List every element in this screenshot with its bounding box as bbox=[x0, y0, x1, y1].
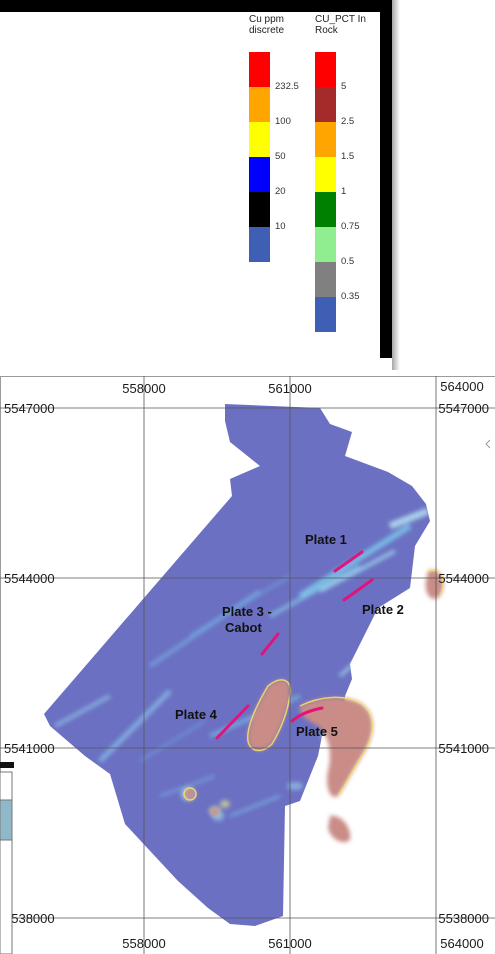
x-tick-bottom-2: 561000 bbox=[268, 936, 311, 951]
plate-3-label: Plate 3 - bbox=[222, 604, 272, 619]
cu-pct-swatch bbox=[315, 227, 336, 262]
plate-2-label: Plate 2 bbox=[362, 602, 404, 617]
cu-pct-label: 0.75 bbox=[341, 221, 360, 232]
cu-pct-swatch bbox=[315, 192, 336, 227]
y-tick-right-4: 5538000 bbox=[438, 911, 489, 926]
y-tick-right-2: 5544000 bbox=[438, 571, 489, 586]
cu-ppm-swatch bbox=[249, 52, 270, 87]
cu-ppm-swatch bbox=[249, 192, 270, 227]
x-tick-top-1: 558000 bbox=[122, 381, 165, 396]
plate-1-label: Plate 1 bbox=[305, 532, 347, 547]
x-tick-bottom-1: 558000 bbox=[122, 936, 165, 951]
survey-area bbox=[44, 404, 430, 926]
coordinate-grid bbox=[0, 376, 495, 954]
plate-3-line bbox=[260, 632, 280, 656]
cu-ppm-label: 20 bbox=[275, 186, 286, 197]
cu-pct-swatch bbox=[315, 87, 336, 122]
cu-pct-swatch bbox=[315, 297, 336, 332]
cu-pct-label: 5 bbox=[341, 81, 347, 92]
cu-pct-swatch bbox=[315, 157, 336, 192]
background-window-fragment bbox=[0, 762, 14, 954]
cu-ppm-label: 100 bbox=[275, 116, 291, 127]
y-tick-left-1: 5547000 bbox=[4, 401, 55, 416]
cu-ppm-label: 10 bbox=[275, 221, 286, 232]
cu-ppm-swatch bbox=[249, 157, 270, 192]
high-anomaly-zones bbox=[185, 570, 444, 843]
x-tick-top-2: 561000 bbox=[268, 381, 311, 396]
y-tick-left-4: 5538000 bbox=[4, 911, 55, 926]
cu-ppm-label: 232.5 bbox=[275, 81, 299, 92]
anomaly-rims bbox=[183, 569, 444, 801]
cu-pct-label: 2.5 bbox=[341, 116, 355, 127]
cu-pct-swatch bbox=[315, 122, 336, 157]
cu-ppm-swatch bbox=[249, 227, 270, 262]
plate-5-label: Plate 5 bbox=[296, 724, 338, 739]
x-tick-top-3: 564000 bbox=[440, 379, 483, 394]
plate-1-line bbox=[333, 550, 364, 573]
cu-ppm-legend-title: Cu ppm discrete bbox=[249, 14, 285, 36]
y-tick-right-3: 5541000 bbox=[438, 741, 489, 756]
cu-pct-label: 0.35 bbox=[341, 291, 360, 302]
cu-ppm-swatch bbox=[249, 87, 270, 122]
legend-panel: Cu ppm discrete CU_PCT In Rock 232.5 100 5… bbox=[0, 0, 400, 370]
cu-pct-label: 0.5 bbox=[341, 256, 355, 267]
survey-map: Plate 1 Plate 2 Plate 3 - Cabot Plate 4 … bbox=[0, 376, 495, 954]
cu-pct-label: 1.5 bbox=[341, 151, 355, 162]
cu-pct-swatch bbox=[315, 52, 336, 87]
cu-pct-legend-title: CU_PCT In Rock bbox=[315, 14, 366, 36]
cu-ppm-swatch bbox=[249, 122, 270, 157]
x-tick-bottom-3: 564000 bbox=[440, 936, 483, 951]
plate-3-sublabel: Cabot bbox=[225, 620, 263, 635]
plate-4-line bbox=[215, 704, 250, 740]
plate-2-line bbox=[342, 578, 374, 602]
plate-conductors bbox=[215, 550, 374, 740]
chevron-left-icon bbox=[485, 439, 491, 449]
y-tick-right-1: 5547000 bbox=[438, 401, 489, 416]
plate-5-line bbox=[290, 706, 324, 723]
plate-4-label: Plate 4 bbox=[175, 707, 218, 722]
cu-pct-swatch bbox=[315, 262, 336, 297]
y-tick-left-2: 5544000 bbox=[4, 571, 55, 586]
y-tick-left-3: 5541000 bbox=[4, 741, 55, 756]
cu-ppm-label: 50 bbox=[275, 151, 286, 162]
cu-pct-label: 1 bbox=[341, 186, 347, 197]
